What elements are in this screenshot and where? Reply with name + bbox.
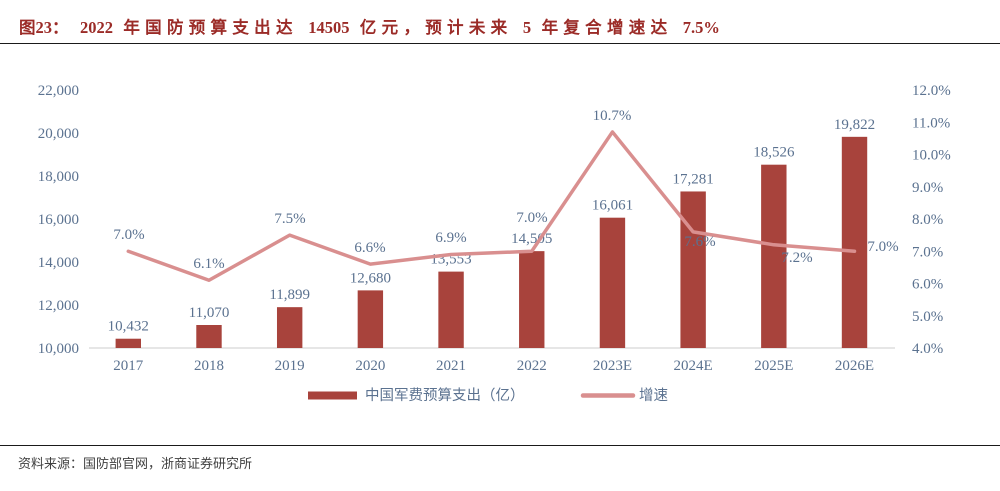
svg-text:10,000: 10,000: [38, 341, 79, 357]
svg-text:16,061: 16,061: [592, 198, 633, 214]
svg-text:2020: 2020: [355, 358, 385, 374]
svg-text:2026E: 2026E: [835, 358, 874, 374]
svg-text:7.0%: 7.0%: [867, 239, 898, 255]
svg-text:2021: 2021: [436, 358, 466, 374]
svg-text:18,000: 18,000: [38, 169, 79, 185]
svg-text:2022: 2022: [517, 358, 547, 374]
svg-text:2017: 2017: [113, 358, 144, 374]
svg-text:18,526: 18,526: [753, 145, 795, 161]
svg-text:10.7%: 10.7%: [593, 108, 632, 124]
svg-text:2023E: 2023E: [593, 358, 632, 374]
svg-text:11,899: 11,899: [269, 287, 310, 303]
svg-text:7.0%: 7.0%: [516, 210, 547, 226]
svg-text:17,281: 17,281: [673, 171, 714, 187]
svg-text:4.0%: 4.0%: [912, 341, 943, 357]
svg-text:16,000: 16,000: [38, 212, 79, 228]
svg-text:7.5%: 7.5%: [274, 211, 305, 227]
svg-text:20,000: 20,000: [38, 126, 79, 142]
svg-text:7.6%: 7.6%: [684, 234, 715, 250]
svg-text:中国军费预算支出（亿）: 中国军费预算支出（亿）: [365, 387, 525, 404]
svg-text:8.0%: 8.0%: [912, 212, 943, 228]
svg-text:12,000: 12,000: [38, 298, 79, 314]
svg-text:9.0%: 9.0%: [912, 180, 943, 196]
svg-text:7.0%: 7.0%: [912, 244, 943, 260]
svg-text:14,000: 14,000: [38, 255, 79, 271]
svg-text:11.0%: 11.0%: [912, 115, 950, 131]
svg-text:2025E: 2025E: [754, 358, 793, 374]
svg-text:7.2%: 7.2%: [781, 250, 812, 266]
svg-text:6.0%: 6.0%: [912, 277, 943, 293]
svg-text:19,822: 19,822: [834, 117, 875, 133]
svg-text:2018: 2018: [194, 358, 224, 374]
svg-text:11,070: 11,070: [189, 305, 230, 321]
svg-text:6.6%: 6.6%: [354, 240, 385, 256]
svg-text:7.0%: 7.0%: [113, 227, 144, 243]
svg-text:14,505: 14,505: [511, 231, 552, 247]
svg-text:12.0%: 12.0%: [912, 83, 951, 99]
svg-text:12,680: 12,680: [350, 270, 391, 286]
svg-text:10.0%: 10.0%: [912, 148, 951, 164]
svg-text:6.9%: 6.9%: [435, 230, 466, 246]
svg-text:增速: 增速: [639, 387, 668, 404]
svg-text:6.1%: 6.1%: [193, 256, 224, 272]
svg-text:10,432: 10,432: [108, 319, 149, 335]
svg-text:5.0%: 5.0%: [912, 309, 943, 325]
svg-text:22,000: 22,000: [38, 83, 79, 99]
svg-text:2024E: 2024E: [674, 358, 713, 374]
svg-text:2019: 2019: [275, 358, 305, 374]
